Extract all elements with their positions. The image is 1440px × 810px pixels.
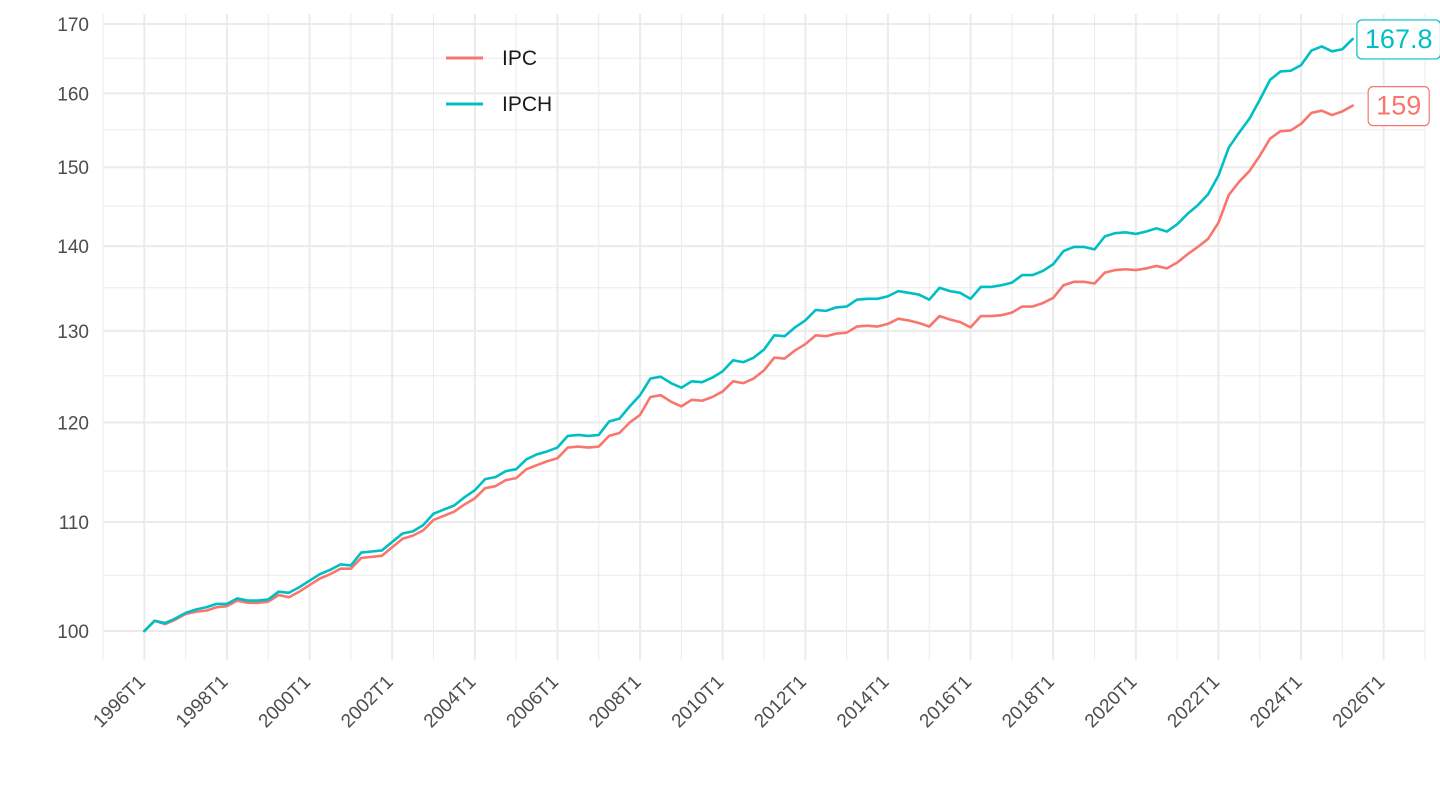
end-label-ipch: 167.8 — [1365, 24, 1433, 54]
y-tick-label: 100 — [57, 622, 89, 643]
minor-gridlines — [102, 14, 1426, 660]
y-tick-label: 160 — [57, 84, 89, 105]
y-tick-label: 130 — [57, 322, 89, 343]
major-gridlines — [103, 14, 1425, 660]
legend: IPC IPCH — [446, 47, 552, 116]
legend-label-ipc: IPC — [502, 47, 537, 70]
series-end-labels: 159 167.8 — [1356, 19, 1440, 127]
y-tick-label: 110 — [59, 513, 89, 534]
series-line-ipch — [143, 37, 1354, 633]
series-lines — [143, 37, 1354, 633]
end-label-box-ipc — [1367, 86, 1430, 127]
y-tick-label: 120 — [57, 413, 89, 434]
y-axis-tick-labels: 100 110 120 130 140 150 160 170 — [57, 15, 89, 643]
y-tick-label: 140 — [57, 237, 89, 258]
series-line-ipc — [143, 104, 1354, 633]
legend-label-ipch: IPCH — [502, 93, 552, 116]
y-tick-label: 150 — [57, 158, 89, 179]
y-tick-label: 170 — [57, 15, 89, 36]
end-label-box-ipch — [1356, 19, 1440, 60]
end-label-ipc: 159 — [1376, 91, 1421, 121]
